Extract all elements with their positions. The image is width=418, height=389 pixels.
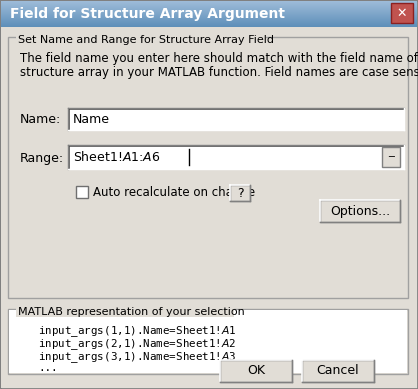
Text: Field for Structure Array Argument: Field for Structure Array Argument [10, 7, 285, 21]
Bar [16, 36, 266, 45]
Text: MATLAB representation of your selection: MATLAB representation of your selection [18, 307, 245, 317]
Bar [1, 15, 417, 16]
Bar [1, 20, 417, 21]
Text: Name:: Name: [20, 112, 61, 126]
Bar [16, 308, 234, 317]
Bar [1, 9, 417, 10]
Bar [1, 24, 417, 25]
Bar [76, 186, 88, 198]
Bar [1, 13, 417, 14]
Bar [1, 21, 417, 22]
Text: structure array in your MATLAB function. Field names are case sensitive.: structure array in your MATLAB function.… [20, 66, 418, 79]
Bar [382, 147, 400, 167]
Bar [1, 14, 417, 15]
Text: ─: ─ [388, 152, 394, 162]
Bar [1, 18, 417, 19]
Text: Sheet1!$A$1:$A$6: Sheet1!$A$1:$A$6 [73, 150, 161, 164]
Bar [1, 2, 417, 3]
Bar [230, 185, 250, 201]
Bar [1, 17, 417, 18]
Bar [220, 360, 292, 382]
Bar [302, 360, 374, 382]
Bar [1, 5, 417, 6]
Bar [1, 3, 417, 4]
Bar [320, 200, 400, 222]
Bar [1, 12, 417, 13]
Text: ✕: ✕ [397, 7, 407, 19]
Text: OK: OK [247, 364, 265, 377]
Text: ?: ? [237, 186, 243, 200]
Bar [8, 309, 408, 374]
Bar [68, 145, 404, 169]
Bar [68, 108, 404, 130]
Bar [1, 11, 417, 12]
Bar [391, 3, 413, 23]
Bar [1, 16, 417, 17]
Bar [1, 10, 417, 11]
Bar [8, 37, 408, 298]
Bar [1, 25, 417, 26]
Text: The field name you enter here should match with the field name of the: The field name you enter here should mat… [20, 52, 418, 65]
Bar [1, 4, 417, 5]
Bar [1, 6, 417, 7]
Bar [9, 310, 407, 373]
Bar [1, 19, 417, 20]
Text: Options...: Options... [330, 205, 390, 217]
Text: ...: ... [38, 363, 58, 373]
Bar [1, 22, 417, 23]
Text: Auto recalculate on change: Auto recalculate on change [93, 186, 255, 198]
Bar [1, 7, 417, 8]
Text: input_args(3,1).Name=Sheet1!$A$3: input_args(3,1).Name=Sheet1!$A$3 [38, 350, 237, 365]
Text: Cancel: Cancel [317, 364, 359, 377]
Text: Name: Name [73, 112, 110, 126]
Text: input_args(1,1).Name=Sheet1!$A$1: input_args(1,1).Name=Sheet1!$A$1 [38, 324, 237, 339]
Bar [1, 1, 417, 2]
Bar [1, 26, 417, 27]
Text: Range:: Range: [20, 151, 64, 165]
Bar [1, 8, 417, 9]
Text: input_args(2,1).Name=Sheet1!$A$2: input_args(2,1).Name=Sheet1!$A$2 [38, 337, 236, 352]
Text: Set Name and Range for Structure Array Field: Set Name and Range for Structure Array F… [18, 35, 274, 45]
Bar [1, 23, 417, 24]
